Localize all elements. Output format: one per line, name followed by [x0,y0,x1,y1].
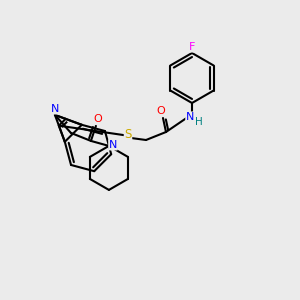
Text: O: O [157,106,165,116]
Text: N: N [186,112,194,122]
Text: F: F [189,42,195,52]
Text: O: O [94,114,102,124]
Text: H: H [195,117,203,127]
Text: N: N [109,140,117,150]
Text: S: S [124,128,132,142]
Text: N: N [51,104,59,114]
